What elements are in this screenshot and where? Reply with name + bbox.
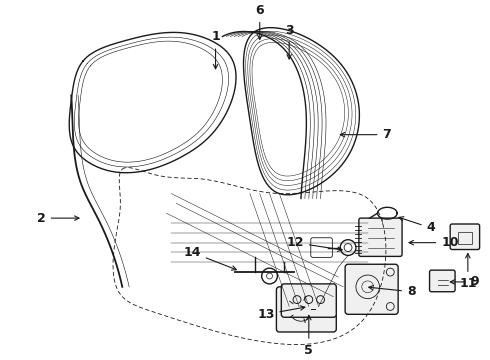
Text: 4: 4: [399, 217, 435, 234]
Text: 2: 2: [37, 212, 79, 225]
Text: 14: 14: [183, 246, 236, 270]
Text: 11: 11: [459, 253, 477, 290]
Text: 13: 13: [257, 306, 305, 321]
Bar: [458, 232, 472, 244]
Text: 10: 10: [409, 236, 459, 249]
FancyBboxPatch shape: [359, 218, 402, 256]
FancyBboxPatch shape: [311, 238, 332, 257]
Text: 5: 5: [304, 315, 313, 357]
Text: 1: 1: [211, 30, 220, 69]
Text: 9: 9: [450, 275, 479, 288]
Text: 7: 7: [341, 128, 391, 141]
FancyBboxPatch shape: [345, 264, 398, 314]
FancyBboxPatch shape: [450, 224, 480, 249]
FancyBboxPatch shape: [430, 270, 455, 292]
Text: 8: 8: [369, 285, 416, 298]
FancyBboxPatch shape: [281, 284, 336, 317]
Text: 6: 6: [255, 4, 264, 39]
FancyBboxPatch shape: [276, 287, 336, 332]
Text: 12: 12: [286, 236, 342, 251]
Text: 3: 3: [285, 23, 294, 59]
